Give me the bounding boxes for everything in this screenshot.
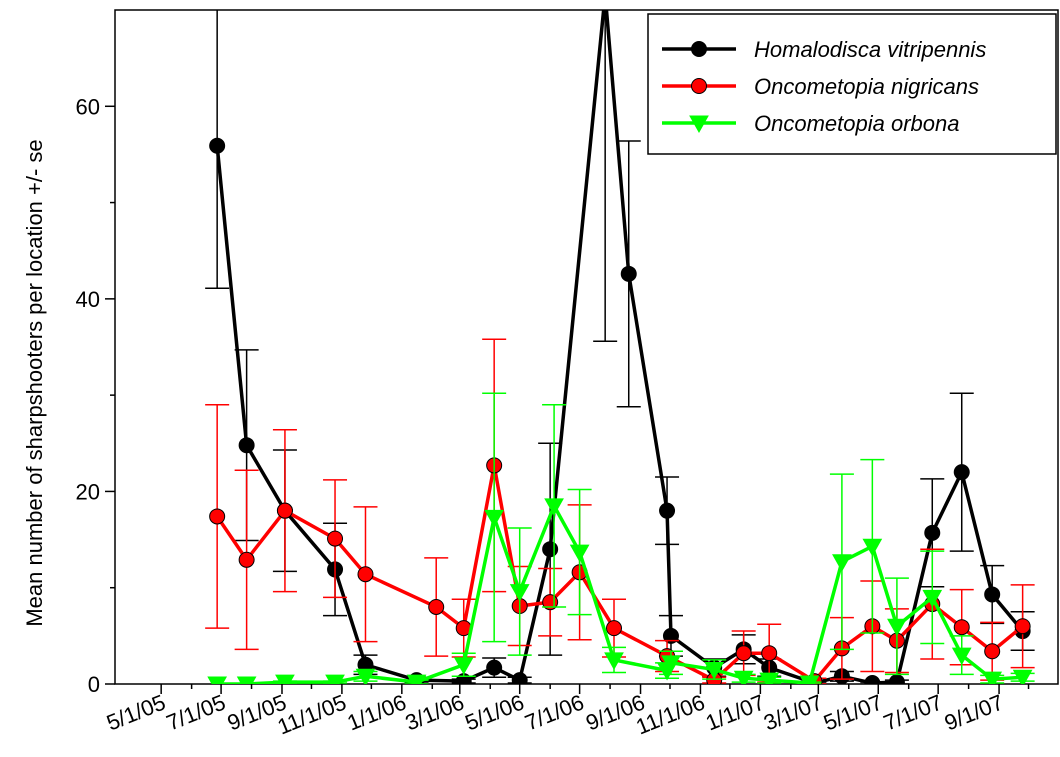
data-point	[357, 566, 374, 583]
legend-label: Homalodisca vitripennis	[754, 37, 986, 62]
legend-marker	[691, 41, 707, 57]
y-tick-label: 40	[76, 287, 100, 312]
y-tick-label: 60	[76, 94, 100, 119]
data-point	[355, 668, 376, 684]
data-point	[327, 530, 344, 547]
data-point	[486, 659, 503, 676]
data-point	[606, 620, 623, 637]
data-point	[759, 672, 780, 684]
x-tick-label: 1/1/06	[344, 689, 410, 735]
plot-frame	[114, 9, 1059, 685]
data-point	[238, 437, 255, 454]
data-point	[984, 586, 1001, 603]
data-point	[953, 464, 970, 481]
x-tick-label: 3/1/07	[760, 689, 826, 735]
data-point	[799, 675, 820, 684]
plot-area	[114, 0, 1059, 685]
x-tick-label: 1/1/07	[702, 689, 768, 735]
legend-marker	[689, 115, 709, 134]
data-point	[951, 647, 972, 666]
series-2	[205, 338, 1035, 684]
legend-label: Oncometopia orbona	[754, 111, 959, 136]
data-point	[862, 538, 883, 557]
data-point	[509, 584, 530, 602]
x-tick-label: 7/1/05	[163, 689, 229, 735]
data-point	[428, 598, 445, 615]
legend-item: Oncometopia orbona	[662, 111, 959, 136]
data-point	[888, 674, 905, 684]
data-point	[598, 0, 613, 2]
data-point	[511, 672, 528, 684]
legend-item: Oncometopia nigricans	[662, 74, 979, 99]
x-tick-label: 5/1/07	[820, 689, 886, 735]
data-point	[207, 676, 228, 684]
data-point	[924, 524, 941, 541]
data-point	[953, 619, 970, 636]
legend-item: Homalodisca vitripennis	[662, 37, 986, 62]
x-tick-label: 3/1/06	[402, 689, 468, 735]
data-point	[922, 589, 943, 608]
data-point	[238, 551, 255, 568]
data-point	[209, 137, 226, 154]
x-tick-label: 9/1/07	[941, 689, 1007, 735]
legend-marker	[691, 78, 707, 94]
data-point	[864, 675, 881, 684]
data-point	[1012, 669, 1033, 684]
data-point	[620, 265, 637, 282]
data-point	[832, 554, 852, 572]
data-point	[453, 657, 474, 675]
error-bar	[593, 10, 618, 342]
data-point	[484, 509, 505, 528]
data-point	[275, 674, 295, 684]
data-point	[735, 645, 752, 662]
data-point	[659, 502, 676, 519]
x-tick-label: 11/1/05	[274, 689, 350, 739]
legend: Homalodisca vitripennis Oncometopia nigri…	[647, 13, 1057, 155]
data-point	[544, 498, 564, 516]
data-point	[661, 655, 681, 673]
y-tick-label: 20	[76, 479, 100, 504]
data-point	[662, 627, 679, 644]
data-point	[276, 502, 293, 519]
x-tick-label: 5/1/06	[461, 689, 527, 735]
data-point	[733, 670, 754, 684]
data-point	[236, 676, 257, 684]
data-point	[761, 645, 778, 662]
x-tick-label: 7/1/06	[521, 689, 587, 735]
data-point	[209, 508, 226, 525]
data-point	[1014, 618, 1031, 635]
data-point	[984, 643, 1001, 660]
data-point	[406, 674, 427, 684]
data-point	[604, 652, 624, 670]
data-point	[887, 618, 907, 637]
x-axis: 5/1/057/1/059/1/0511/1/051/1/063/1/065/1…	[103, 684, 1030, 740]
series-3	[207, 392, 1035, 684]
series-group	[205, 0, 1035, 684]
data-point	[982, 671, 1003, 684]
data-point	[569, 544, 590, 563]
legend-label: Oncometopia nigricans	[754, 74, 979, 99]
data-point	[325, 674, 345, 684]
y-axis-title: Mean number of sharpshooters per locatio…	[22, 139, 47, 626]
data-point	[704, 662, 725, 680]
x-tick-label: 5/1/05	[103, 689, 169, 735]
x-tick-label: 7/1/07	[880, 689, 946, 735]
data-point	[542, 541, 559, 558]
x-tick-label: 11/1/06	[632, 689, 708, 739]
y-tick-label: 0	[88, 672, 100, 697]
y-axis: 0 20 40 60	[76, 94, 115, 697]
legend-box	[647, 13, 1057, 155]
